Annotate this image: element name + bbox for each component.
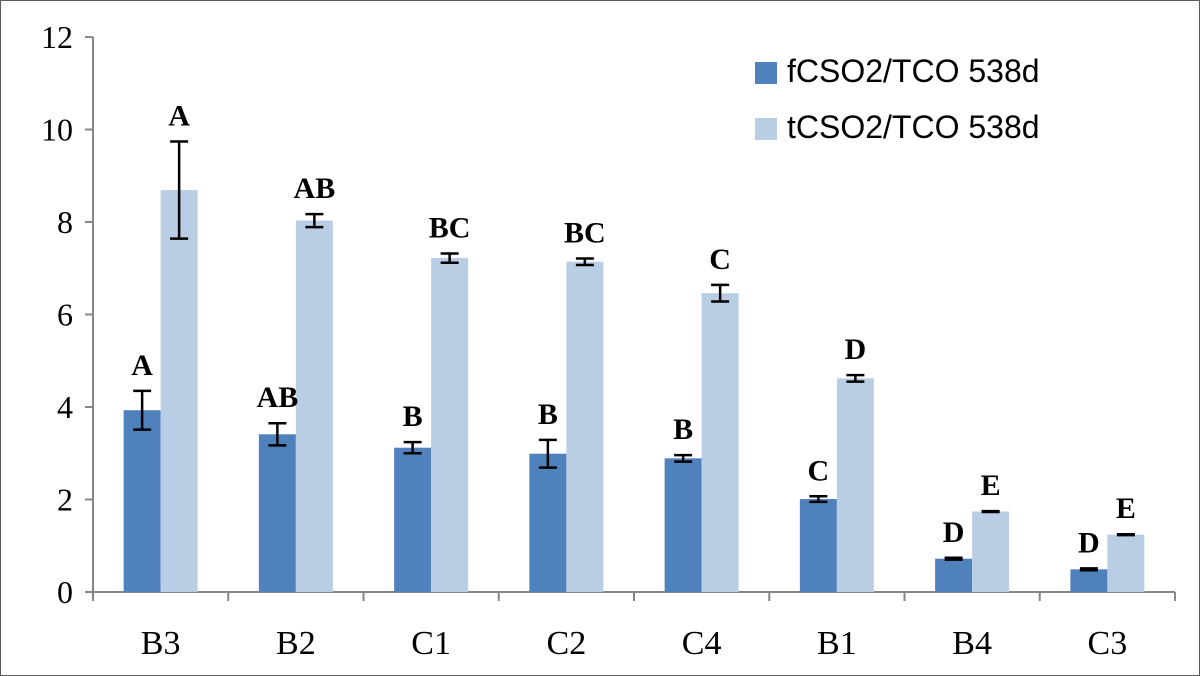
legend-swatch-fcso2 bbox=[755, 62, 777, 84]
bar bbox=[258, 434, 296, 592]
error-bars bbox=[133, 140, 1135, 572]
legend-label-fcso2: fCSO2/TCO 538d bbox=[787, 53, 1040, 89]
significance-letter: B bbox=[673, 413, 693, 446]
significance-letter: E bbox=[1116, 492, 1136, 525]
significance-letter: AB bbox=[294, 172, 336, 205]
bar bbox=[529, 453, 567, 592]
y-axis-ticks: 0 2 4 6 8 10 12 bbox=[41, 19, 93, 610]
x-tick-label: C2 bbox=[547, 625, 587, 662]
bar bbox=[1107, 534, 1145, 592]
significance-letter: BC bbox=[564, 217, 606, 250]
legend-swatch-tcso2 bbox=[755, 118, 777, 140]
legend: fCSO2/TCO 538d tCSO2/TCO 538d bbox=[755, 53, 1040, 145]
x-tick-label: C1 bbox=[411, 625, 451, 662]
significance-letter: E bbox=[981, 469, 1001, 502]
significance-letter: BC bbox=[429, 211, 471, 244]
bar bbox=[566, 261, 604, 592]
x-axis-ticks: B3 B2 C1 C2 C4 B1 B4 C3 bbox=[92, 592, 1176, 662]
significance-letter: C bbox=[808, 454, 830, 487]
y-tick-label: 12 bbox=[41, 19, 73, 55]
significance-letter: D bbox=[943, 516, 965, 549]
bar bbox=[972, 511, 1010, 592]
x-tick-label: B1 bbox=[817, 625, 857, 662]
bar bbox=[431, 258, 469, 592]
significance-letter: B bbox=[403, 400, 423, 433]
y-tick-label: 2 bbox=[57, 482, 73, 518]
significance-letter: AB bbox=[257, 381, 299, 414]
significance-letter: B bbox=[538, 398, 558, 431]
bar bbox=[935, 558, 973, 592]
y-tick-label: 10 bbox=[41, 112, 73, 148]
significance-letter: D bbox=[845, 333, 867, 366]
significance-letter: A bbox=[131, 349, 153, 382]
significance-letter: A bbox=[168, 100, 190, 133]
y-tick-label: 4 bbox=[57, 389, 73, 425]
bar bbox=[664, 458, 702, 592]
y-tick-label: 0 bbox=[57, 574, 73, 610]
x-tick-label: B4 bbox=[952, 625, 992, 662]
bar bbox=[836, 378, 874, 592]
significance-letter: C bbox=[709, 243, 731, 276]
x-tick-label: C3 bbox=[1088, 625, 1128, 662]
bar bbox=[295, 220, 333, 593]
bar bbox=[160, 190, 198, 592]
bar bbox=[799, 499, 837, 592]
y-tick-label: 8 bbox=[57, 204, 73, 240]
bar bbox=[701, 293, 739, 592]
y-tick-label: 6 bbox=[57, 297, 73, 333]
x-tick-label: C4 bbox=[682, 625, 722, 662]
significance-letter: D bbox=[1078, 526, 1100, 559]
bar bbox=[123, 410, 161, 592]
legend-label-tcso2: tCSO2/TCO 538d bbox=[787, 109, 1040, 145]
bar bbox=[1070, 569, 1108, 592]
bars bbox=[123, 190, 1145, 593]
x-tick-label: B2 bbox=[276, 625, 316, 662]
bar bbox=[394, 447, 432, 592]
x-tick-label: B3 bbox=[141, 625, 181, 662]
